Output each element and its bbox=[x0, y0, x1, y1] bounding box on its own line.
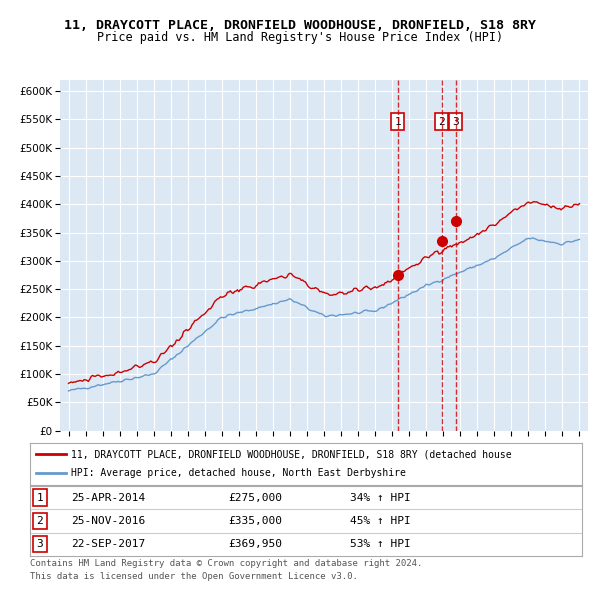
Text: 1: 1 bbox=[394, 117, 401, 127]
Text: £275,000: £275,000 bbox=[229, 493, 283, 503]
Text: This data is licensed under the Open Government Licence v3.0.: This data is licensed under the Open Gov… bbox=[30, 572, 358, 581]
Text: 2: 2 bbox=[37, 516, 43, 526]
Text: 25-APR-2014: 25-APR-2014 bbox=[71, 493, 146, 503]
Text: 25-NOV-2016: 25-NOV-2016 bbox=[71, 516, 146, 526]
Text: HPI: Average price, detached house, North East Derbyshire: HPI: Average price, detached house, Nort… bbox=[71, 468, 406, 478]
Text: 22-SEP-2017: 22-SEP-2017 bbox=[71, 539, 146, 549]
Text: 1: 1 bbox=[37, 493, 43, 503]
Text: 3: 3 bbox=[37, 539, 43, 549]
Text: 11, DRAYCOTT PLACE, DRONFIELD WOODHOUSE, DRONFIELD, S18 8RY: 11, DRAYCOTT PLACE, DRONFIELD WOODHOUSE,… bbox=[64, 19, 536, 32]
Text: 45% ↑ HPI: 45% ↑ HPI bbox=[350, 516, 411, 526]
Text: 11, DRAYCOTT PLACE, DRONFIELD WOODHOUSE, DRONFIELD, S18 8RY (detached house: 11, DRAYCOTT PLACE, DRONFIELD WOODHOUSE,… bbox=[71, 450, 512, 460]
Text: 2: 2 bbox=[438, 117, 445, 127]
Text: Price paid vs. HM Land Registry's House Price Index (HPI): Price paid vs. HM Land Registry's House … bbox=[97, 31, 503, 44]
Text: 3: 3 bbox=[452, 117, 459, 127]
Text: £335,000: £335,000 bbox=[229, 516, 283, 526]
Text: 34% ↑ HPI: 34% ↑ HPI bbox=[350, 493, 411, 503]
Text: Contains HM Land Registry data © Crown copyright and database right 2024.: Contains HM Land Registry data © Crown c… bbox=[30, 559, 422, 568]
Text: 53% ↑ HPI: 53% ↑ HPI bbox=[350, 539, 411, 549]
Text: £369,950: £369,950 bbox=[229, 539, 283, 549]
